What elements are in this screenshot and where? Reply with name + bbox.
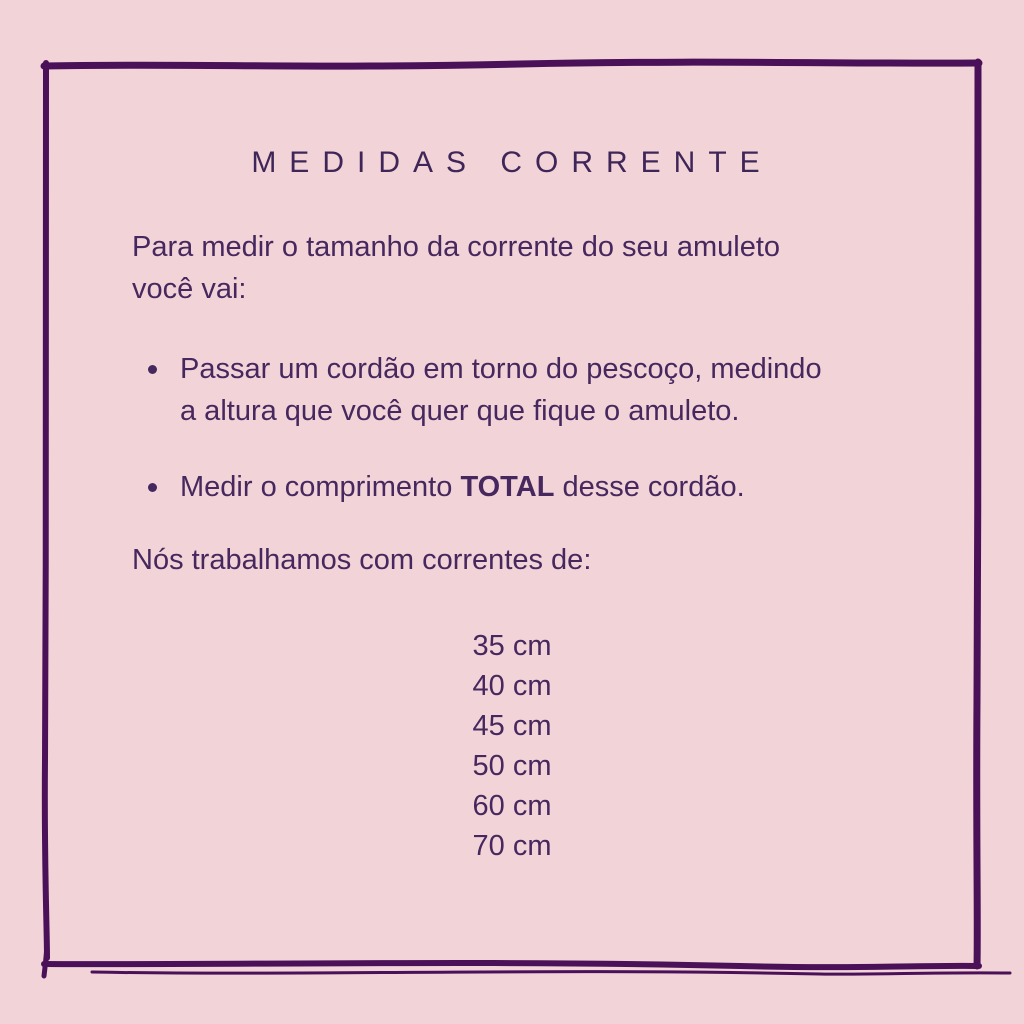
border-bottom-sketch bbox=[90, 970, 1012, 976]
bullet-text-pre: Medir o comprimento bbox=[180, 471, 461, 503]
intro-text: Para medir o tamanho da corrente do seu … bbox=[132, 231, 781, 305]
size-item: 60 cm bbox=[472, 790, 552, 822]
size-item: 70 cm bbox=[472, 830, 552, 862]
bullet-text: Medir o comprimento TOTAL desse cordão. bbox=[180, 466, 745, 508]
size-item: 35 cm bbox=[472, 630, 552, 662]
border-bottom bbox=[41, 959, 982, 971]
border-top bbox=[40, 58, 983, 70]
sizes-list: 35 cm 40 cm 45 cm 50 cm 60 cm 70 cm bbox=[0, 626, 1024, 866]
bullet-icon bbox=[148, 365, 157, 374]
bullet-text: Passar um cordão em torno do pescoço, me… bbox=[180, 353, 822, 427]
list-item: Passar um cordão em torno do pescoço, me… bbox=[148, 348, 938, 432]
bullet-text-post: desse cordão. bbox=[554, 471, 745, 503]
size-item: 50 cm bbox=[472, 750, 552, 782]
sizes-heading: Nós trabalhamos com correntes de: bbox=[132, 544, 592, 576]
size-item: 45 cm bbox=[472, 710, 552, 742]
border-left-tick bbox=[41, 943, 50, 979]
list-item: Medir o comprimento TOTAL desse cordão. bbox=[148, 466, 938, 508]
bullet-text-emphasis: TOTAL bbox=[460, 471, 555, 503]
bullet-icon bbox=[148, 483, 157, 492]
instructions-list: Passar um cordão em torno do pescoço, me… bbox=[148, 348, 938, 542]
page-title: MEDIDAS CORRENTE bbox=[251, 146, 773, 179]
size-item: 40 cm bbox=[472, 670, 552, 702]
